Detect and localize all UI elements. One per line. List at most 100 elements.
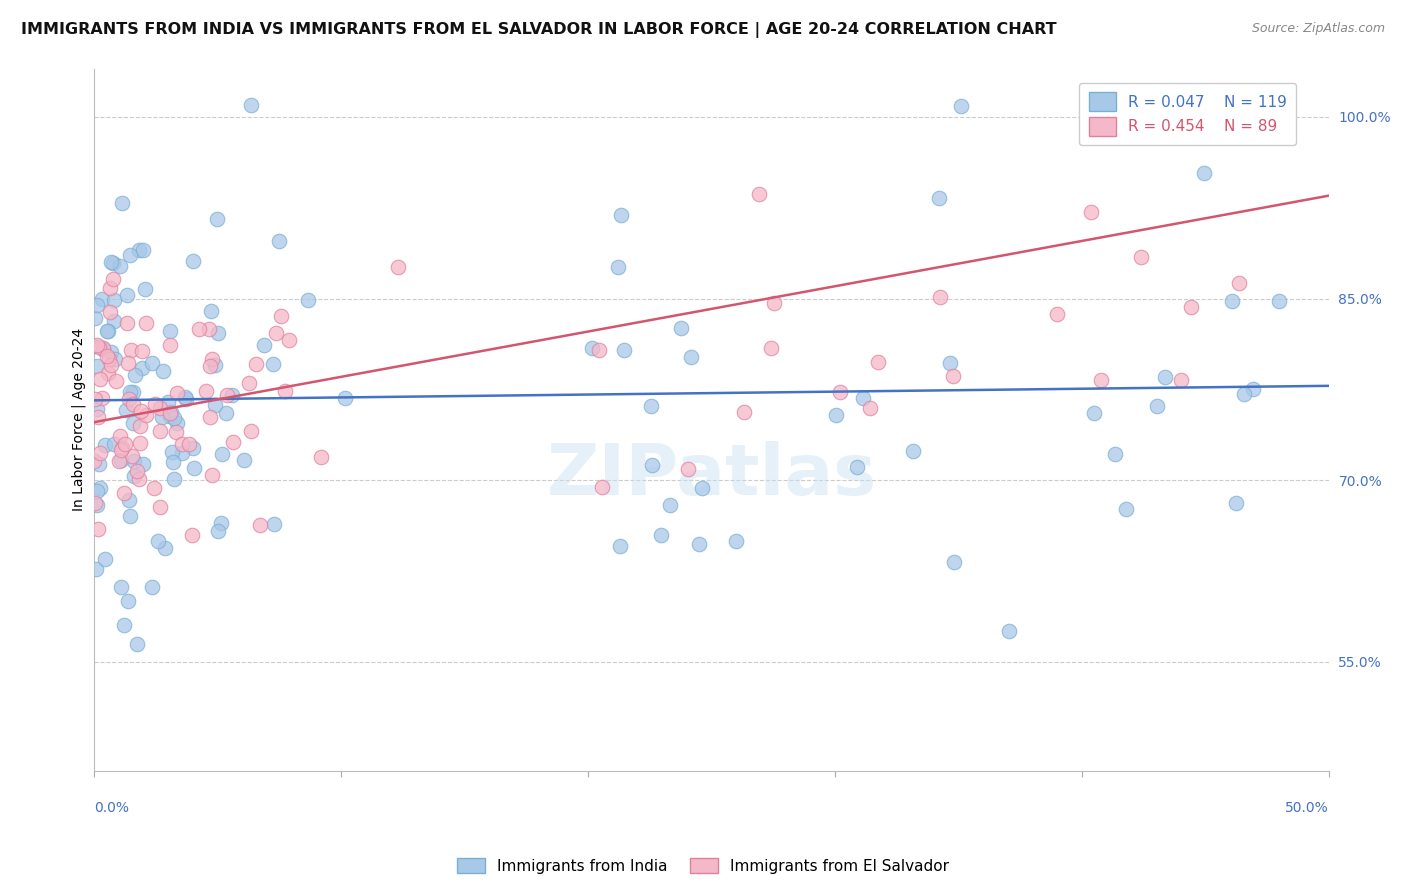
Point bbox=[86, 561, 108, 575]
Point bbox=[143, 481, 166, 495]
Point bbox=[108, 260, 131, 274]
Point bbox=[98, 305, 121, 319]
Point bbox=[733, 405, 755, 419]
Point bbox=[263, 517, 285, 532]
Point bbox=[86, 499, 108, 513]
Point bbox=[122, 397, 145, 411]
Point bbox=[249, 517, 271, 532]
Point bbox=[1241, 382, 1264, 396]
Point bbox=[166, 416, 188, 430]
Point bbox=[112, 485, 135, 500]
Point bbox=[207, 326, 229, 341]
Point bbox=[1233, 387, 1256, 401]
Point bbox=[159, 409, 181, 423]
Point bbox=[120, 248, 142, 262]
Point bbox=[122, 469, 145, 483]
Point bbox=[748, 187, 770, 202]
Point bbox=[135, 408, 157, 422]
Point bbox=[245, 357, 267, 371]
Point bbox=[204, 358, 226, 372]
Point bbox=[135, 316, 157, 330]
Point bbox=[200, 304, 222, 318]
Point bbox=[209, 516, 232, 530]
Point bbox=[297, 293, 319, 307]
Point bbox=[86, 338, 108, 352]
Point bbox=[688, 537, 710, 551]
Point bbox=[153, 541, 176, 555]
Point bbox=[998, 624, 1021, 638]
Point bbox=[124, 368, 146, 383]
Point bbox=[759, 341, 782, 355]
Point bbox=[111, 441, 134, 455]
Point bbox=[239, 424, 262, 438]
Point bbox=[928, 191, 950, 205]
Point bbox=[253, 337, 276, 351]
Point bbox=[83, 311, 105, 326]
Point bbox=[141, 356, 163, 370]
Point bbox=[118, 392, 141, 406]
Point bbox=[122, 385, 145, 400]
Point bbox=[613, 343, 636, 358]
Point bbox=[181, 528, 204, 542]
Point bbox=[198, 409, 221, 424]
Text: 0.0%: 0.0% bbox=[94, 801, 129, 815]
Text: Source: ZipAtlas.com: Source: ZipAtlas.com bbox=[1251, 22, 1385, 36]
Point bbox=[183, 460, 205, 475]
Point bbox=[172, 437, 194, 451]
Point bbox=[221, 388, 243, 402]
Point bbox=[204, 398, 226, 412]
Point bbox=[1083, 406, 1105, 420]
Point bbox=[128, 244, 150, 258]
Point bbox=[117, 356, 139, 370]
Point bbox=[124, 454, 146, 468]
Text: ZIPatlas: ZIPatlas bbox=[547, 442, 876, 510]
Point bbox=[201, 351, 224, 366]
Point bbox=[591, 479, 613, 493]
Point bbox=[1220, 293, 1243, 308]
Point bbox=[1104, 447, 1126, 461]
Point bbox=[97, 324, 120, 338]
Point bbox=[387, 260, 409, 274]
Point bbox=[239, 98, 262, 112]
Point bbox=[214, 406, 236, 420]
Point bbox=[129, 419, 152, 434]
Point bbox=[1045, 307, 1067, 321]
Point bbox=[104, 351, 127, 366]
Point bbox=[1267, 293, 1289, 308]
Point bbox=[725, 534, 748, 549]
Point bbox=[1130, 250, 1153, 264]
Legend: R = 0.047    N = 119, R = 0.454    N = 89: R = 0.047 N = 119, R = 0.454 N = 89 bbox=[1080, 83, 1296, 145]
Point bbox=[1225, 496, 1247, 510]
Point bbox=[198, 359, 221, 373]
Point bbox=[163, 411, 186, 425]
Point bbox=[131, 343, 153, 358]
Point bbox=[86, 484, 108, 499]
Point bbox=[114, 437, 136, 451]
Point bbox=[83, 339, 105, 353]
Point bbox=[939, 356, 962, 370]
Point bbox=[333, 391, 356, 405]
Point bbox=[115, 288, 138, 302]
Point bbox=[118, 493, 141, 508]
Point bbox=[274, 384, 297, 399]
Point bbox=[110, 580, 132, 594]
Point bbox=[187, 322, 209, 336]
Point bbox=[1115, 501, 1137, 516]
Point bbox=[111, 196, 134, 211]
Point bbox=[211, 447, 233, 461]
Point bbox=[207, 524, 229, 538]
Point bbox=[162, 455, 184, 469]
Point bbox=[267, 234, 290, 248]
Point bbox=[120, 343, 142, 357]
Point bbox=[127, 464, 149, 478]
Point bbox=[195, 384, 218, 398]
Point bbox=[159, 338, 181, 352]
Point bbox=[1090, 373, 1112, 387]
Point bbox=[94, 437, 117, 451]
Point bbox=[173, 390, 195, 404]
Point bbox=[89, 446, 111, 460]
Point bbox=[83, 495, 105, 509]
Point bbox=[143, 397, 166, 411]
Point bbox=[609, 539, 631, 553]
Point bbox=[581, 341, 603, 355]
